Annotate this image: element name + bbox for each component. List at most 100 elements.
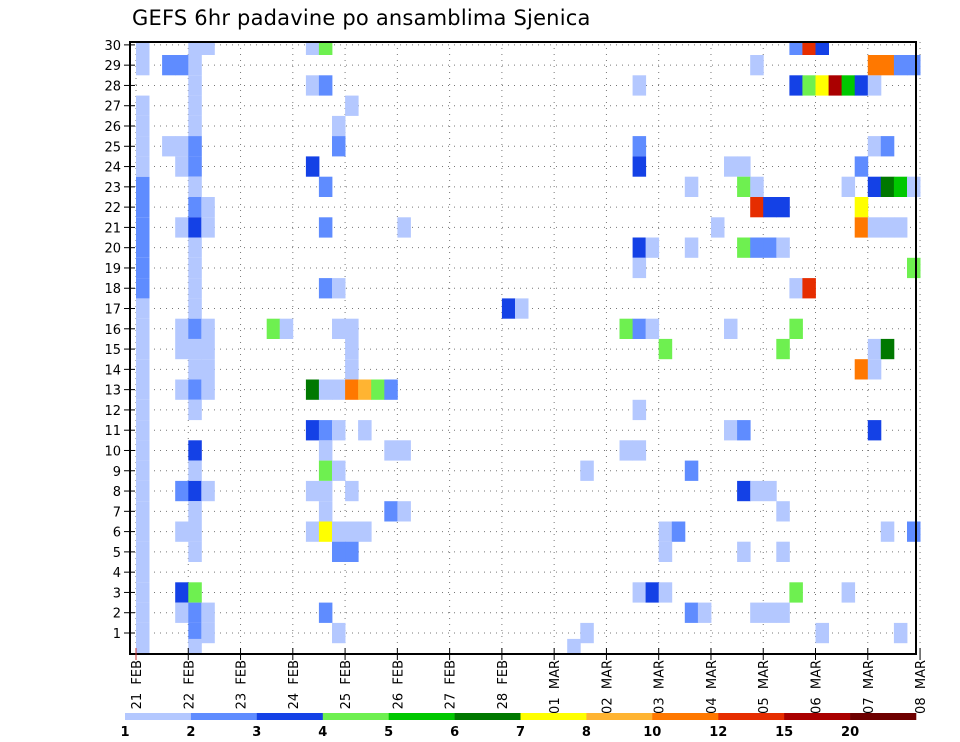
heatmap-cell (332, 622, 346, 644)
heatmap-cell (201, 197, 215, 218)
grid-lines (130, 42, 921, 654)
heatmap-cell (397, 501, 411, 522)
heatmap-cell (188, 379, 202, 400)
x-tick-label: 24 FEB (287, 660, 302, 709)
heatmap-cell (332, 420, 346, 441)
heatmap-cell (893, 176, 908, 197)
heatmap-cell (645, 582, 660, 603)
heatmap-cell (136, 318, 150, 339)
heatmap-cell (854, 197, 869, 218)
legend-swatch (784, 713, 851, 720)
heatmap-cell (854, 75, 869, 96)
heatmap-cell (332, 460, 346, 481)
y-tick-label: 9 (113, 465, 121, 480)
x-tick-label: 05 MAR (757, 660, 772, 714)
heatmap-cell (789, 42, 803, 55)
heatmap-cell (867, 338, 882, 360)
heatmap-cell (632, 399, 647, 421)
heatmap-cell (632, 257, 647, 279)
legend-swatch (652, 713, 719, 720)
heatmap-cell (776, 197, 790, 218)
y-tick-label: 28 (104, 79, 121, 94)
heatmap-cell (880, 521, 895, 542)
heatmap-cell (867, 55, 882, 76)
heatmap-cell (188, 622, 202, 644)
legend-swatch (388, 713, 455, 720)
heatmap-cell (188, 338, 202, 360)
heatmap-cell (776, 541, 790, 562)
legend-label: 12 (709, 725, 727, 740)
heatmap-cell (776, 237, 790, 258)
heatmap-cell (632, 582, 647, 603)
heatmap-cell (175, 55, 189, 76)
heatmap-cell (332, 521, 346, 542)
heatmap-cell (136, 460, 150, 481)
heatmap-cell (162, 55, 176, 76)
heatmap-cell (136, 278, 150, 299)
heatmap-cell (318, 602, 333, 623)
heatmap-cell (318, 420, 333, 441)
y-tick-label: 8 (113, 485, 121, 500)
legend-swatch (322, 713, 389, 720)
heatmap-cell (750, 176, 764, 197)
heatmap-cell (345, 480, 359, 502)
heatmap-cell (828, 75, 843, 96)
heatmap-cell (580, 622, 594, 644)
y-tick-label: 30 (104, 39, 121, 54)
heatmap-cell (175, 318, 189, 339)
heatmap-cell (188, 176, 202, 197)
heatmap-cell (737, 156, 751, 177)
heatmap-cell (802, 278, 816, 299)
heatmap-cell (201, 338, 215, 360)
heatmap-cell (188, 257, 202, 279)
heatmap-cell (188, 440, 202, 461)
y-tick-label: 18 (104, 282, 121, 297)
heatmap-cell (345, 521, 359, 542)
heatmap-cell (332, 541, 346, 562)
heatmap-cell (136, 521, 150, 542)
heatmap-cell (175, 217, 189, 238)
x-tick-label: 28 FEB (496, 660, 511, 709)
heatmap-cell (188, 115, 202, 137)
heatmap-cell (318, 379, 333, 400)
legend-label: 4 (318, 725, 327, 740)
heatmap-cell (136, 237, 150, 258)
heatmap-cell (619, 440, 633, 461)
heatmap-cell (188, 582, 202, 603)
x-tick-label: 03 MAR (653, 660, 668, 714)
legend-label: 15 (775, 725, 793, 740)
heatmap-cell (724, 420, 738, 441)
y-tick-label: 4 (113, 566, 121, 581)
legend-label: 6 (450, 725, 459, 740)
heatmap-cell (136, 562, 150, 583)
heatmap-cell (724, 318, 738, 339)
heatmap-cell (880, 176, 895, 197)
heatmap-cell (371, 379, 385, 400)
heatmap-cell (318, 501, 333, 522)
legend-swatch (190, 713, 258, 720)
heatmap-cell (789, 318, 803, 339)
y-tick-label: 27 (104, 100, 121, 115)
heatmap-cell (136, 257, 150, 279)
heatmap-cell (358, 420, 372, 441)
heatmap-cells (136, 42, 921, 654)
chart-title: GEFS 6hr padavine po ansamblima Sjenica (132, 6, 591, 30)
heatmap-cell (136, 602, 150, 623)
heatmap-cell (632, 237, 647, 258)
heatmap-cell (136, 115, 150, 137)
y-tick-label: 29 (104, 59, 121, 74)
legend-swatch (718, 713, 785, 720)
heatmap-cell (619, 318, 633, 339)
y-tick-label: 16 (104, 323, 121, 338)
legend-label: 2 (186, 725, 195, 740)
heatmap-cell (737, 541, 751, 562)
heatmap-cell (201, 217, 215, 238)
legend-label: 1 (120, 725, 129, 740)
y-tick-label: 6 (113, 526, 121, 541)
heatmap-cell (279, 318, 294, 339)
y-tick-label: 24 (104, 161, 121, 176)
heatmap-cell (867, 136, 882, 157)
heatmap-cell (802, 75, 816, 96)
legend-label: 8 (582, 725, 591, 740)
heatmap-cell (175, 602, 189, 623)
